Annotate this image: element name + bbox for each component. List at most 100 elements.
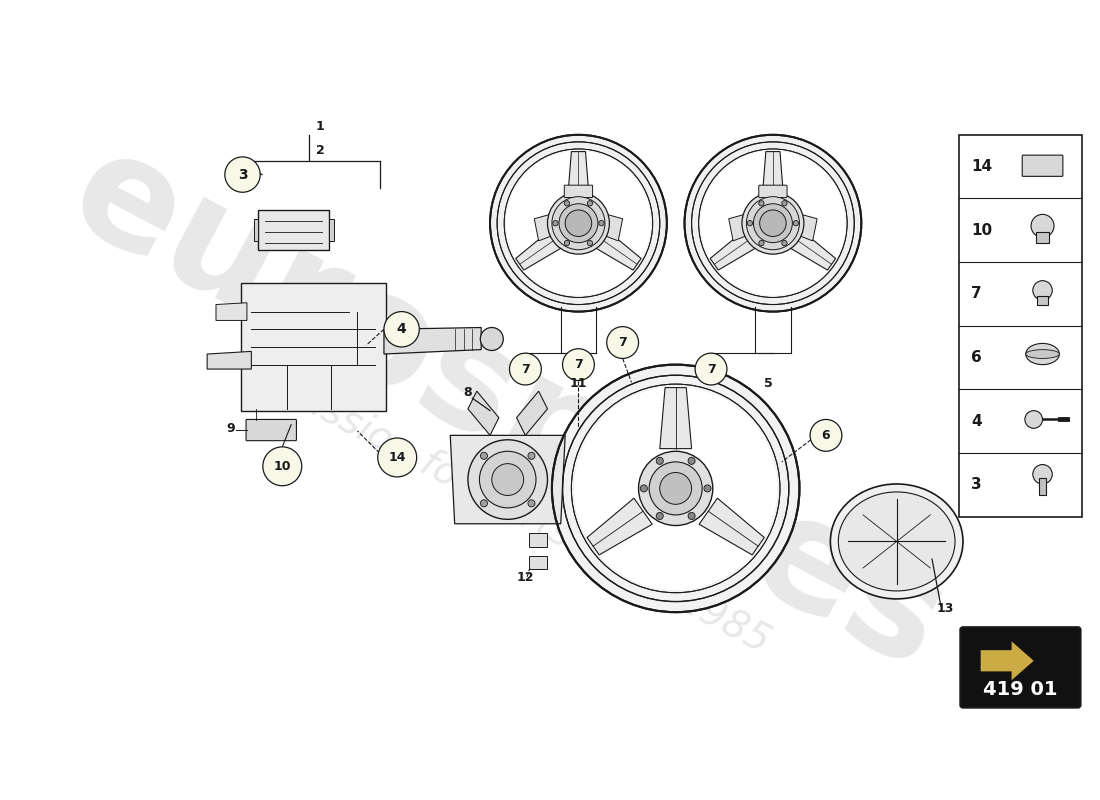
Text: 7: 7 (574, 358, 583, 371)
Polygon shape (384, 327, 481, 354)
Polygon shape (517, 391, 548, 435)
Polygon shape (607, 214, 623, 241)
Text: 6: 6 (971, 350, 981, 365)
Circle shape (689, 513, 695, 519)
FancyBboxPatch shape (1040, 478, 1046, 495)
Polygon shape (789, 230, 836, 270)
Text: 10: 10 (274, 460, 292, 473)
Text: 7: 7 (971, 286, 981, 302)
Ellipse shape (830, 484, 962, 599)
Circle shape (759, 241, 764, 246)
Polygon shape (660, 388, 692, 449)
Text: 5: 5 (764, 377, 773, 390)
Polygon shape (587, 498, 652, 555)
Circle shape (1033, 465, 1053, 484)
Text: 3: 3 (238, 167, 248, 182)
Text: 4: 4 (971, 414, 981, 429)
Circle shape (481, 500, 487, 507)
Text: 10: 10 (971, 222, 992, 238)
Circle shape (552, 365, 800, 612)
Circle shape (480, 451, 536, 508)
Polygon shape (728, 214, 745, 241)
Polygon shape (700, 498, 764, 555)
Polygon shape (254, 218, 258, 241)
Circle shape (548, 192, 609, 254)
Circle shape (562, 349, 594, 381)
Ellipse shape (1025, 350, 1059, 358)
Text: 4: 4 (397, 322, 407, 336)
Circle shape (528, 500, 535, 507)
Circle shape (564, 241, 570, 246)
Circle shape (657, 458, 663, 464)
Text: 9: 9 (227, 422, 235, 435)
Circle shape (506, 150, 651, 296)
Text: a passion for parts since 1985: a passion for parts since 1985 (240, 351, 776, 661)
Circle shape (559, 204, 598, 242)
Polygon shape (981, 642, 1034, 680)
Ellipse shape (1025, 343, 1059, 365)
Circle shape (1031, 214, 1054, 238)
Circle shape (704, 485, 711, 492)
Polygon shape (801, 214, 817, 241)
Circle shape (660, 473, 692, 504)
FancyBboxPatch shape (958, 134, 1082, 517)
FancyBboxPatch shape (1037, 296, 1048, 305)
Polygon shape (258, 210, 329, 250)
Text: 3: 3 (971, 478, 981, 492)
Circle shape (747, 197, 800, 250)
Circle shape (754, 204, 792, 242)
Text: 7: 7 (521, 362, 530, 375)
Circle shape (528, 452, 535, 459)
Circle shape (481, 452, 487, 459)
Circle shape (810, 419, 842, 451)
Text: 8: 8 (463, 386, 472, 398)
Polygon shape (535, 214, 550, 241)
Text: eurospares: eurospares (46, 116, 969, 702)
Circle shape (552, 197, 605, 250)
Polygon shape (516, 230, 563, 270)
FancyBboxPatch shape (246, 419, 296, 441)
FancyBboxPatch shape (529, 534, 547, 546)
Circle shape (587, 201, 593, 206)
Circle shape (793, 221, 799, 226)
FancyBboxPatch shape (1036, 232, 1048, 242)
Circle shape (224, 157, 261, 192)
Circle shape (565, 210, 592, 237)
Circle shape (492, 464, 524, 495)
Circle shape (263, 447, 301, 486)
Polygon shape (762, 151, 783, 197)
Circle shape (747, 221, 752, 226)
FancyBboxPatch shape (564, 185, 593, 198)
Polygon shape (216, 302, 246, 321)
Circle shape (509, 353, 541, 385)
Circle shape (782, 241, 788, 246)
Circle shape (587, 241, 593, 246)
Text: 7: 7 (706, 362, 715, 375)
Circle shape (638, 451, 713, 526)
FancyBboxPatch shape (960, 627, 1080, 708)
Circle shape (1025, 410, 1043, 428)
FancyBboxPatch shape (1022, 155, 1063, 176)
Circle shape (574, 386, 778, 590)
Circle shape (481, 327, 504, 350)
Circle shape (1033, 281, 1053, 300)
Text: 13: 13 (936, 602, 954, 615)
Text: 419 01: 419 01 (983, 679, 1058, 698)
Circle shape (564, 201, 570, 206)
Text: 11: 11 (570, 377, 587, 390)
Polygon shape (207, 351, 252, 369)
Circle shape (760, 210, 786, 237)
Text: 14: 14 (971, 159, 992, 174)
Text: 2: 2 (316, 144, 324, 158)
Circle shape (607, 326, 638, 358)
FancyBboxPatch shape (529, 555, 547, 569)
Circle shape (640, 485, 648, 492)
Circle shape (684, 134, 861, 311)
Text: 7: 7 (618, 336, 627, 349)
Circle shape (782, 201, 788, 206)
Text: 14: 14 (388, 451, 406, 464)
Circle shape (384, 311, 419, 347)
Polygon shape (450, 435, 565, 524)
Text: 1: 1 (316, 120, 324, 134)
Ellipse shape (838, 492, 955, 591)
